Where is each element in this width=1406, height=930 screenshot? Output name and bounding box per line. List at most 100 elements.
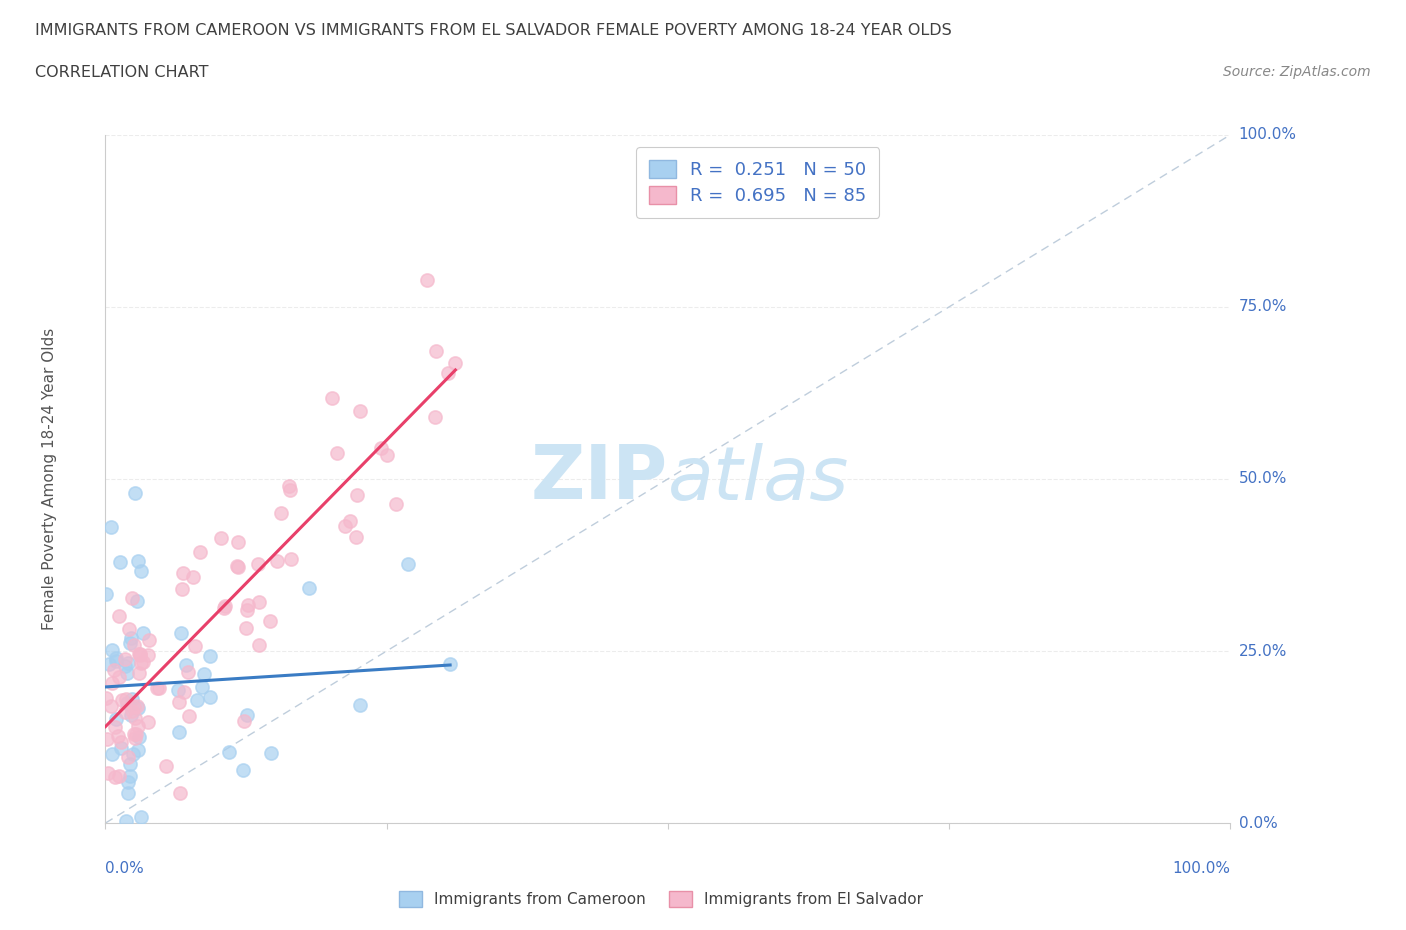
Point (127, 718, 149, 733)
Point (321, 391, 343, 405)
Point (107, 729, 129, 744)
Point (191, 679, 214, 694)
Point (96, 731, 118, 746)
Point (108, 769, 131, 784)
Point (114, 652, 136, 667)
Point (385, 497, 408, 512)
Point (131, 809, 153, 824)
Point (186, 693, 208, 708)
Point (247, 594, 270, 609)
Point (181, 569, 204, 584)
Point (218, 745, 240, 760)
Point (266, 553, 288, 568)
Point (437, 365, 460, 380)
Point (235, 621, 257, 636)
Point (118, 621, 141, 636)
Point (173, 684, 195, 699)
Point (129, 647, 152, 662)
Point (118, 769, 141, 784)
Point (170, 581, 193, 596)
Point (169, 786, 191, 801)
Point (188, 545, 211, 560)
Point (121, 591, 143, 605)
Point (396, 557, 419, 572)
Point (120, 631, 142, 645)
Text: Source: ZipAtlas.com: Source: ZipAtlas.com (1223, 65, 1371, 79)
Point (193, 667, 215, 682)
Point (346, 488, 368, 503)
Point (333, 518, 356, 533)
Point (124, 731, 146, 746)
Point (226, 559, 249, 574)
Point (100, 520, 122, 535)
Point (94, 587, 117, 602)
Point (280, 551, 302, 566)
Point (128, 646, 150, 661)
Text: ZIP: ZIP (530, 443, 668, 515)
Point (124, 699, 146, 714)
Point (138, 632, 160, 647)
Text: atlas: atlas (668, 443, 849, 515)
Point (121, 691, 143, 706)
Point (423, 409, 446, 424)
Point (101, 676, 124, 691)
Point (129, 564, 152, 578)
Point (104, 769, 127, 784)
Point (128, 666, 150, 681)
Point (167, 695, 190, 710)
Text: IMMIGRANTS FROM CAMEROON VS IMMIGRANTS FROM EL SALVADOR FEMALE POVERTY AMONG 18-: IMMIGRANTS FROM CAMEROON VS IMMIGRANTS F… (35, 23, 952, 38)
Point (259, 613, 281, 628)
Point (132, 655, 155, 670)
Point (122, 637, 145, 652)
Point (184, 638, 207, 653)
Point (104, 653, 127, 668)
Point (108, 670, 131, 684)
Point (278, 479, 301, 494)
Point (110, 554, 132, 569)
Point (125, 594, 148, 609)
Point (117, 656, 139, 671)
Point (110, 735, 132, 750)
Text: 100.0%: 100.0% (1173, 861, 1230, 876)
Point (298, 580, 321, 595)
Point (115, 696, 138, 711)
Point (200, 649, 222, 664)
Text: Female Poverty Among 18-24 Year Olds: Female Poverty Among 18-24 Year Olds (42, 328, 56, 631)
Point (118, 636, 141, 651)
Text: 25.0%: 25.0% (1239, 644, 1286, 658)
Point (209, 531, 232, 546)
Point (120, 756, 142, 771)
Point (270, 505, 292, 520)
Point (174, 658, 197, 672)
Point (117, 775, 139, 790)
Point (167, 724, 190, 739)
Point (339, 513, 361, 528)
Point (98, 657, 121, 671)
Text: 0.0%: 0.0% (1239, 816, 1277, 830)
Point (246, 556, 269, 571)
Point (114, 691, 136, 706)
Point (232, 763, 254, 777)
Text: 0.0%: 0.0% (105, 861, 145, 876)
Point (136, 714, 159, 729)
Point (177, 665, 200, 680)
Point (129, 655, 152, 670)
Point (146, 681, 169, 696)
Point (375, 447, 398, 462)
Point (127, 743, 149, 758)
Point (117, 750, 139, 764)
Point (114, 705, 136, 720)
Text: CORRELATION CHART: CORRELATION CHART (35, 65, 208, 80)
Point (148, 681, 170, 696)
Point (167, 682, 190, 697)
Point (127, 700, 149, 715)
Point (124, 485, 146, 500)
Point (278, 483, 301, 498)
Point (226, 535, 249, 550)
Point (226, 560, 249, 575)
Point (439, 657, 461, 671)
Text: 50.0%: 50.0% (1239, 472, 1286, 486)
Legend: R =  0.251   N = 50, R =  0.695   N = 85: R = 0.251 N = 50, R = 0.695 N = 85 (637, 147, 879, 218)
Point (101, 747, 124, 762)
Point (155, 759, 177, 774)
